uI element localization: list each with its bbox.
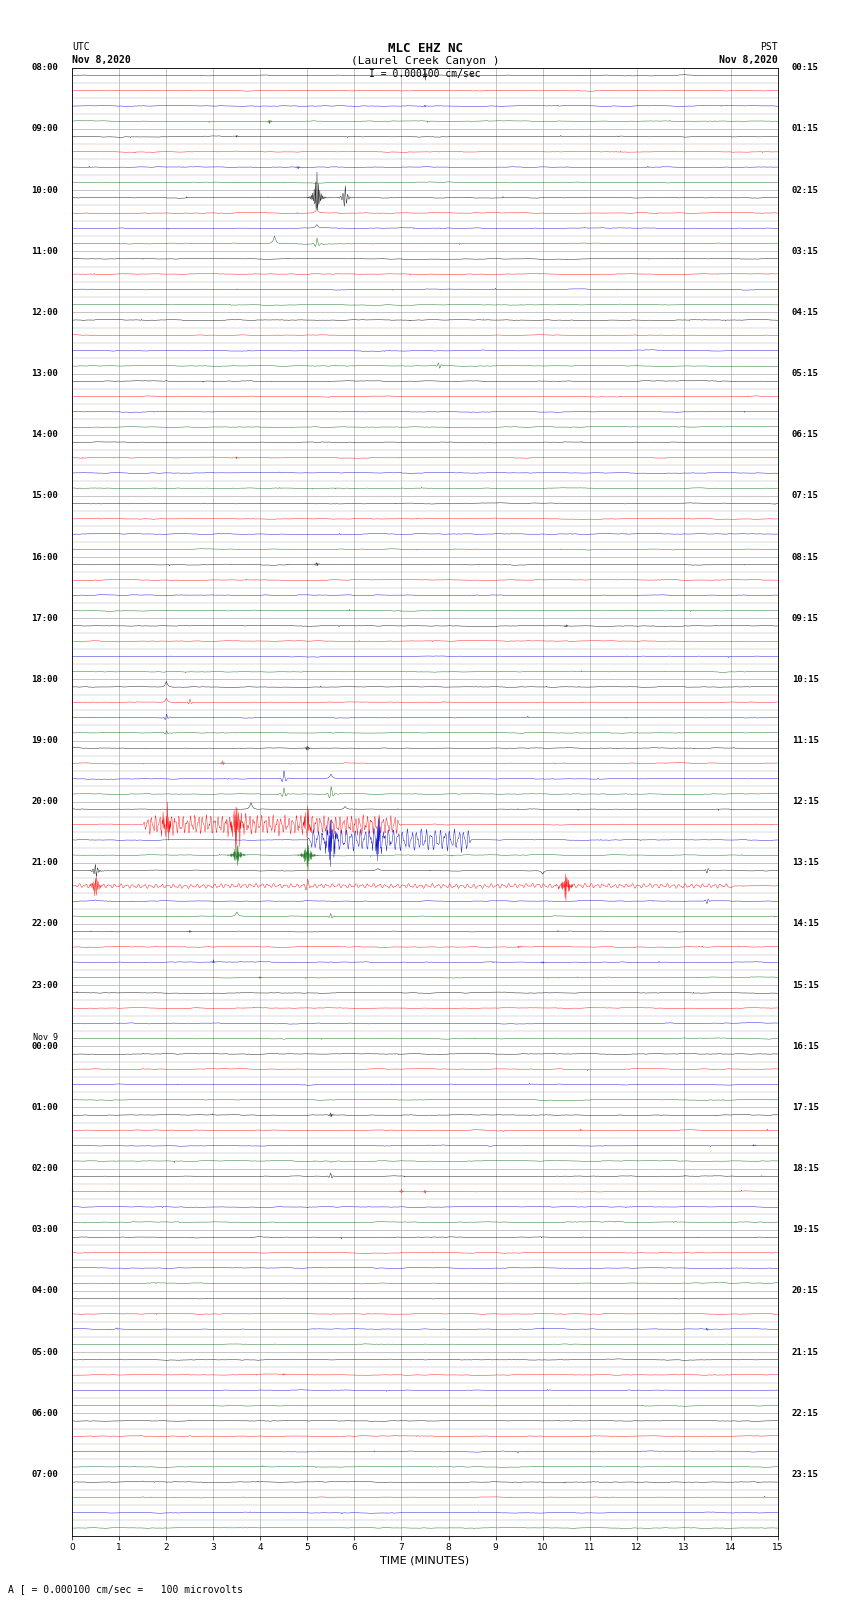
Text: 18:15: 18:15 [792,1165,819,1173]
Text: 09:15: 09:15 [792,613,819,623]
Text: 00:15: 00:15 [792,63,819,73]
Text: 17:00: 17:00 [31,613,58,623]
Text: 11:15: 11:15 [792,736,819,745]
Text: MLC EHZ NC: MLC EHZ NC [388,42,462,55]
Text: 05:00: 05:00 [31,1347,58,1357]
Text: 15:15: 15:15 [792,981,819,990]
Text: 02:15: 02:15 [792,185,819,195]
Text: PST: PST [760,42,778,52]
Text: 13:15: 13:15 [792,858,819,868]
Text: 01:00: 01:00 [31,1103,58,1111]
Text: Nov 8,2020: Nov 8,2020 [719,55,778,65]
Text: UTC: UTC [72,42,90,52]
Text: 15:00: 15:00 [31,492,58,500]
Text: 14:00: 14:00 [31,431,58,439]
Text: 16:00: 16:00 [31,553,58,561]
Text: Nov 8,2020: Nov 8,2020 [72,55,131,65]
Text: 13:00: 13:00 [31,369,58,377]
Text: 19:00: 19:00 [31,736,58,745]
Text: 10:00: 10:00 [31,185,58,195]
Text: 18:00: 18:00 [31,674,58,684]
Text: 08:00: 08:00 [31,63,58,73]
Text: 03:00: 03:00 [31,1226,58,1234]
Text: 20:00: 20:00 [31,797,58,806]
Text: 03:15: 03:15 [792,247,819,256]
Text: 16:15: 16:15 [792,1042,819,1050]
Text: 08:15: 08:15 [792,553,819,561]
Text: 06:15: 06:15 [792,431,819,439]
Text: 05:15: 05:15 [792,369,819,377]
Text: 09:00: 09:00 [31,124,58,134]
Text: 21:15: 21:15 [792,1347,819,1357]
X-axis label: TIME (MINUTES): TIME (MINUTES) [381,1555,469,1566]
Text: 01:15: 01:15 [792,124,819,134]
Text: 21:00: 21:00 [31,858,58,868]
Text: 10:15: 10:15 [792,674,819,684]
Text: Nov 9: Nov 9 [33,1032,58,1042]
Text: 23:00: 23:00 [31,981,58,990]
Text: 22:00: 22:00 [31,919,58,929]
Text: 12:15: 12:15 [792,797,819,806]
Text: 04:15: 04:15 [792,308,819,316]
Text: 17:15: 17:15 [792,1103,819,1111]
Text: 20:15: 20:15 [792,1287,819,1295]
Text: A [ = 0.000100 cm/sec =   100 microvolts: A [ = 0.000100 cm/sec = 100 microvolts [8,1584,243,1594]
Text: (Laurel Creek Canyon ): (Laurel Creek Canyon ) [351,56,499,66]
Text: 14:15: 14:15 [792,919,819,929]
Text: 02:00: 02:00 [31,1165,58,1173]
Text: 07:15: 07:15 [792,492,819,500]
Text: 11:00: 11:00 [31,247,58,256]
Text: 22:15: 22:15 [792,1408,819,1418]
Text: 00:00: 00:00 [31,1042,58,1050]
Text: 23:15: 23:15 [792,1469,819,1479]
Text: 19:15: 19:15 [792,1226,819,1234]
Text: 07:00: 07:00 [31,1469,58,1479]
Text: 04:00: 04:00 [31,1287,58,1295]
Text: 12:00: 12:00 [31,308,58,316]
Text: 06:00: 06:00 [31,1408,58,1418]
Text: I = 0.000100 cm/sec: I = 0.000100 cm/sec [369,69,481,79]
